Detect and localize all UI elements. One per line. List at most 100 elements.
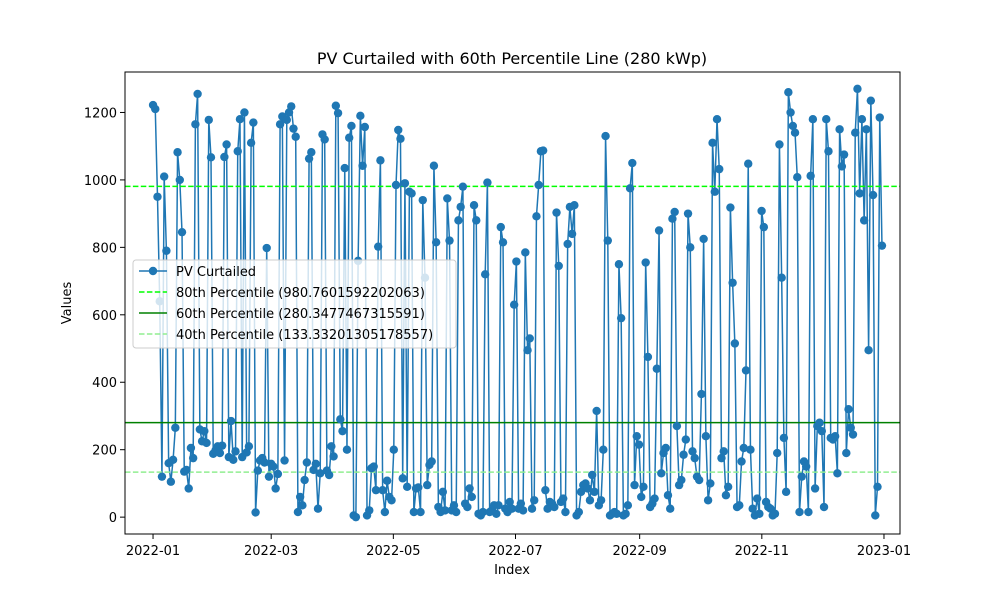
data-point: [599, 445, 608, 454]
data-point: [775, 140, 784, 149]
data-point: [559, 494, 568, 503]
data-point: [628, 158, 637, 168]
data-point: [512, 257, 521, 266]
x-tick-label: 2022-09: [613, 544, 667, 559]
data-point: [287, 102, 296, 111]
data-point: [467, 492, 477, 502]
data-point: [770, 509, 780, 518]
data-point: [275, 120, 285, 129]
data-point: [590, 487, 599, 497]
data-point: [188, 453, 198, 463]
data-point: [458, 182, 468, 191]
x-tick-label: 2022-05: [366, 544, 420, 559]
data-point: [300, 475, 309, 485]
data-point: [204, 115, 213, 125]
data-point: [342, 445, 352, 454]
data-point: [217, 441, 227, 450]
data-point: [739, 443, 748, 453]
data-point: [873, 482, 882, 491]
data-point: [797, 472, 806, 481]
data-point: [496, 222, 505, 232]
data-point: [670, 207, 679, 217]
data-point: [280, 456, 289, 465]
data-point: [699, 234, 708, 244]
legend-label-4: 40th Percentile (133.33201305178557): [176, 328, 433, 343]
legend-label-3: 60th Percentile (280.3477467315591): [176, 307, 425, 322]
data-point: [394, 125, 403, 135]
data-point: [730, 339, 740, 348]
data-point: [264, 472, 274, 481]
data-point: [371, 485, 381, 495]
data-point: [786, 108, 795, 117]
data-point: [293, 507, 303, 517]
axis-ticks: 2022-01 2022-03 2022-05 2022-07 2022-09 2022-…: [84, 106, 911, 559]
data-point: [634, 440, 644, 449]
data-point: [837, 162, 847, 171]
data-point: [616, 313, 626, 323]
data-point: [226, 416, 236, 426]
data-point: [298, 501, 307, 510]
data-point: [844, 405, 853, 414]
data-point: [324, 470, 334, 480]
data-point: [708, 138, 717, 148]
data-point: [244, 442, 254, 451]
data-point: [574, 507, 584, 517]
data-point: [191, 120, 200, 129]
data-point: [623, 501, 633, 510]
data-point: [603, 236, 612, 245]
data-point: [200, 426, 209, 436]
data-point: [795, 507, 804, 517]
data-point: [235, 115, 245, 124]
data-point: [202, 438, 211, 448]
data-point: [839, 150, 849, 159]
data-point: [373, 242, 383, 251]
data-point: [862, 125, 871, 134]
y-axis-label: Values: [60, 282, 75, 325]
data-point: [291, 132, 300, 141]
data-point: [449, 501, 459, 510]
data-point: [240, 108, 249, 117]
data-point: [735, 501, 744, 510]
data-point: [527, 504, 537, 513]
data-point: [728, 278, 737, 287]
data-point: [376, 156, 385, 165]
data-point: [289, 124, 298, 133]
data-point: [391, 180, 401, 190]
data-point: [601, 131, 610, 141]
data-point: [525, 334, 534, 343]
data-point: [583, 484, 592, 493]
x-tick-label: 2023-01: [857, 544, 911, 559]
data-point: [193, 89, 202, 99]
data-point: [507, 504, 517, 513]
data-point: [311, 459, 320, 469]
data-point: [400, 179, 410, 188]
data-point: [563, 239, 572, 249]
data-point: [677, 475, 686, 485]
data-point: [552, 208, 561, 217]
data-point: [307, 148, 316, 157]
data-point: [721, 491, 731, 500]
data-point: [233, 147, 242, 156]
data-point: [630, 480, 639, 490]
data-point: [567, 229, 577, 239]
data-point: [365, 506, 374, 515]
data-point: [166, 477, 176, 486]
data-point: [456, 202, 465, 212]
data-point: [587, 470, 597, 480]
data-point: [253, 466, 263, 475]
data-point: [220, 152, 229, 162]
data-point: [868, 190, 878, 200]
data-point: [452, 507, 461, 517]
data-point: [407, 189, 416, 198]
data-point: [759, 222, 769, 232]
data-point: [701, 432, 711, 441]
data-point: [866, 96, 876, 105]
data-point: [846, 423, 855, 432]
data-point: [686, 243, 695, 252]
data-point: [855, 189, 864, 198]
data-point: [737, 457, 746, 466]
data-point: [331, 101, 341, 110]
data-point: [231, 447, 240, 456]
x-tick-label: 2022-01: [126, 544, 180, 559]
